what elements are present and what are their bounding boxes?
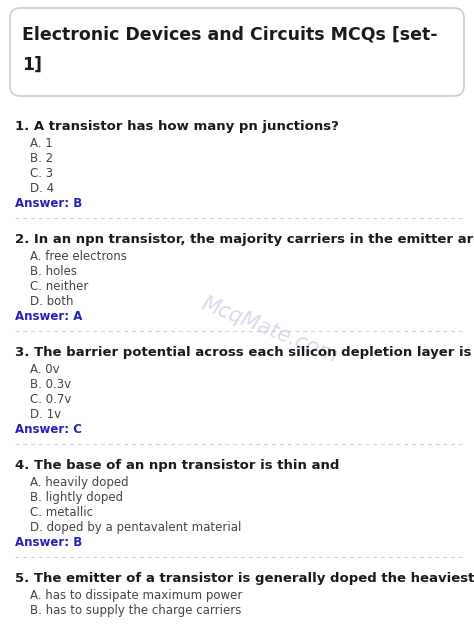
Text: C. 3: C. 3 (30, 167, 53, 180)
Text: Answer: A: Answer: A (15, 310, 82, 323)
Text: Electronic Devices and Circuits MCQs [set-: Electronic Devices and Circuits MCQs [se… (22, 26, 438, 44)
Text: McqMate.com: McqMate.com (199, 293, 341, 367)
Text: B. 2: B. 2 (30, 152, 53, 165)
Text: B. 0.3v: B. 0.3v (30, 378, 71, 391)
Text: D. doped by a pentavalent material: D. doped by a pentavalent material (30, 521, 241, 534)
Text: B. holes: B. holes (30, 265, 77, 278)
Text: 1. A transistor has how many pn junctions?: 1. A transistor has how many pn junction… (15, 120, 339, 133)
Text: A. has to dissipate maximum power: A. has to dissipate maximum power (30, 589, 242, 602)
Text: B. lightly doped: B. lightly doped (30, 491, 123, 504)
Text: A. free electrons: A. free electrons (30, 250, 127, 263)
Text: C. 0.7v: C. 0.7v (30, 393, 72, 406)
Text: 1]: 1] (22, 56, 42, 74)
Text: D. both: D. both (30, 295, 73, 308)
Text: B. has to supply the charge carriers: B. has to supply the charge carriers (30, 604, 241, 617)
Text: A. 1: A. 1 (30, 137, 53, 150)
Text: A. 0v: A. 0v (30, 363, 60, 376)
Text: C. neither: C. neither (30, 280, 88, 293)
Text: Answer: B: Answer: B (15, 197, 82, 210)
Text: 3. The barrier potential across each silicon depletion layer is: 3. The barrier potential across each sil… (15, 346, 472, 359)
Text: 2. In an npn transistor, the majority carriers in the emitter are: 2. In an npn transistor, the majority ca… (15, 233, 474, 246)
Text: D. 1v: D. 1v (30, 408, 61, 421)
Text: 4. The base of an npn transistor is thin and: 4. The base of an npn transistor is thin… (15, 459, 339, 472)
Text: C. metallic: C. metallic (30, 506, 93, 519)
FancyBboxPatch shape (10, 8, 464, 96)
Text: Answer: C: Answer: C (15, 423, 82, 436)
Text: 5. The emitter of a transistor is generally doped the heaviest because it: 5. The emitter of a transistor is genera… (15, 572, 474, 585)
Text: Answer: B: Answer: B (15, 536, 82, 549)
Text: D. 4: D. 4 (30, 182, 54, 195)
Text: A. heavily doped: A. heavily doped (30, 476, 128, 489)
